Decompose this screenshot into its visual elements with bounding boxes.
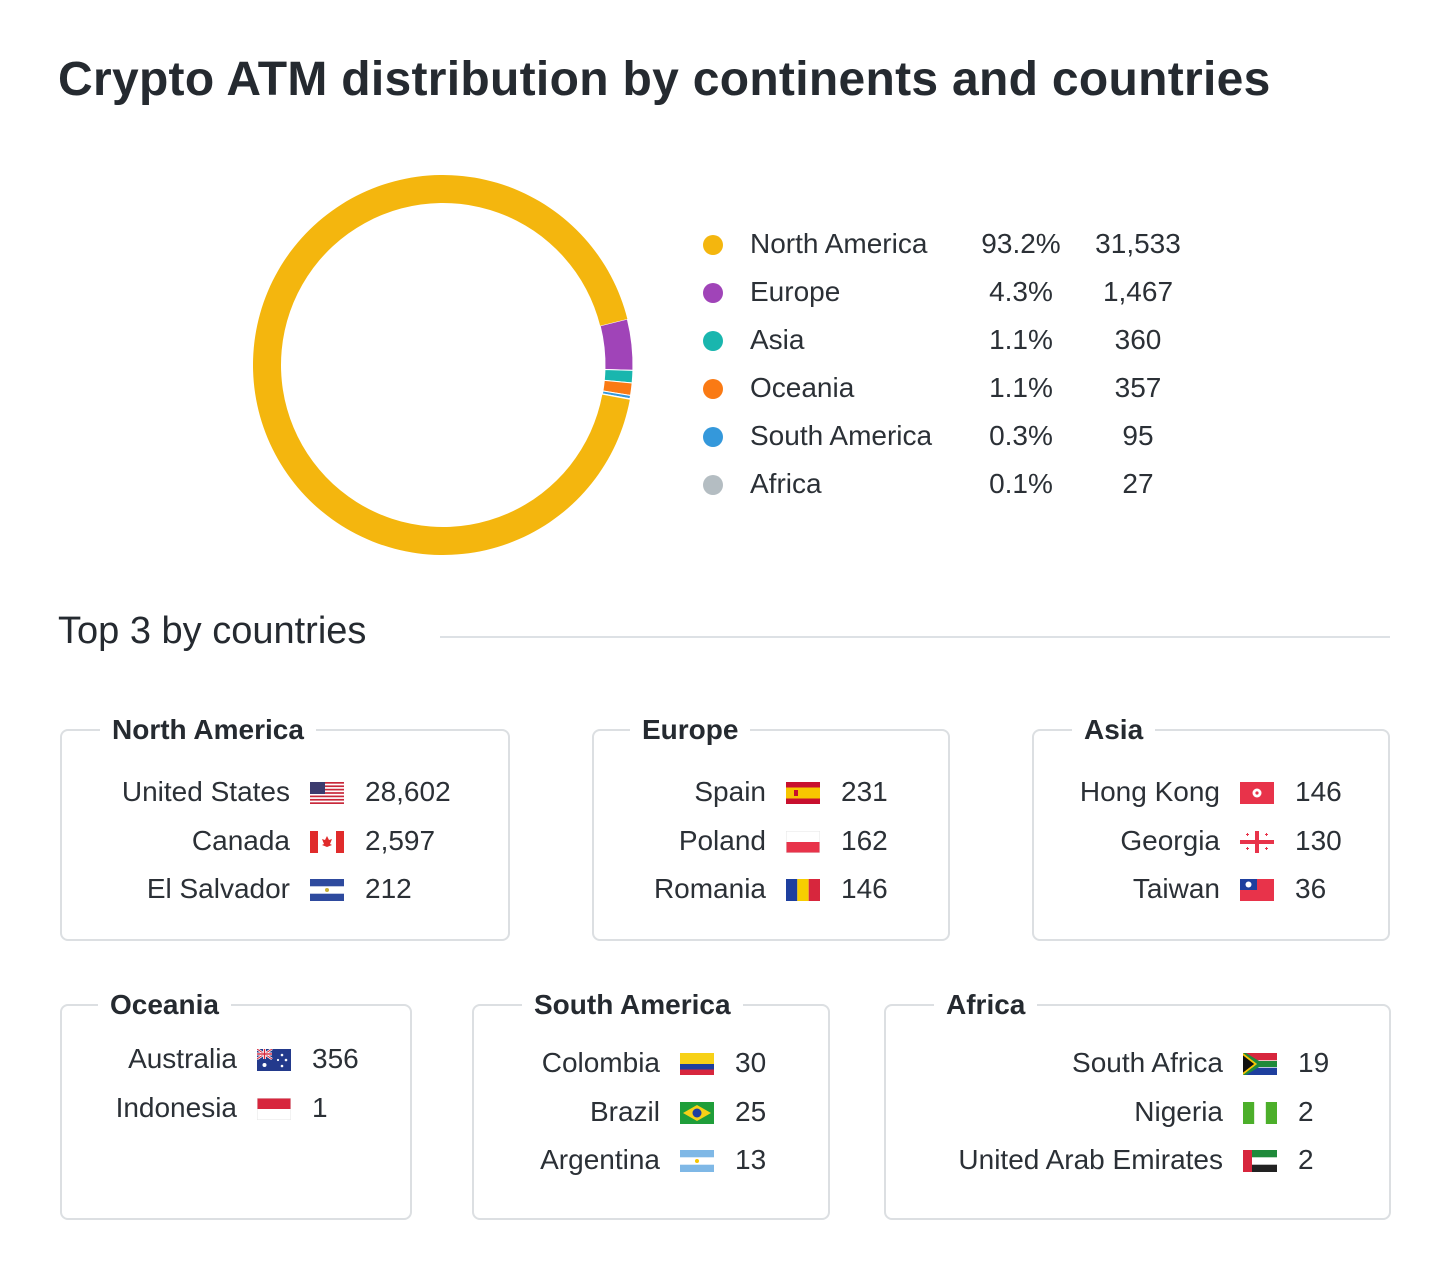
flag-ca-icon	[310, 830, 344, 853]
country-name: Colombia	[541, 1047, 660, 1078]
flag-hk-icon	[1240, 782, 1274, 804]
continent-box-title: Africa	[934, 988, 1038, 1022]
flag-co-icon	[680, 1053, 714, 1075]
legend-value: 1,467	[1102, 276, 1174, 307]
flag-ge-icon	[1240, 830, 1274, 853]
flag-id-icon	[257, 1097, 291, 1120]
flag-za-icon	[1243, 1053, 1277, 1075]
country-value: 212	[365, 873, 412, 904]
country-value: 2	[1298, 1144, 1314, 1175]
country-value: 28,602	[365, 776, 451, 807]
section-divider	[440, 636, 1390, 638]
legend-value: 27	[1122, 468, 1154, 499]
section-title: Top 3 by countries	[58, 610, 367, 652]
country-value: 36	[1295, 873, 1327, 904]
legend-value: 95	[1122, 420, 1154, 451]
legend-dot-icon	[703, 427, 723, 447]
legend-dot-icon	[703, 475, 723, 495]
continent-box-title: Oceania	[98, 988, 231, 1022]
country-name: United Arab Emirates	[958, 1144, 1223, 1175]
country-value: 2	[1298, 1095, 1314, 1127]
legend-percentage: 0.1%	[989, 468, 1053, 499]
continent-box-title: South America	[522, 988, 743, 1022]
country-name: Indonesia	[115, 1091, 237, 1123]
flag-ng-icon	[1243, 1101, 1277, 1124]
country-value: 2,597	[365, 824, 436, 856]
flag-es-icon	[786, 782, 820, 804]
country-value: 231	[841, 776, 888, 807]
flag-pl-icon	[786, 830, 820, 853]
country-value: 19	[1298, 1047, 1330, 1078]
legend-label: South America	[750, 420, 933, 451]
legend-dot-icon	[703, 235, 723, 255]
country-name: Nigeria	[1134, 1095, 1223, 1127]
legend-percentage: 1.1%	[989, 324, 1053, 355]
flag-us-icon	[310, 782, 344, 804]
legend-label: Europe	[750, 276, 841, 307]
country-name: United States	[121, 776, 290, 807]
continent-box-title: North America	[100, 713, 316, 747]
country-value: 30	[735, 1047, 767, 1078]
flag-tw-icon	[1240, 879, 1274, 901]
legend-value: 357	[1114, 372, 1162, 403]
country-name: Georgia	[1120, 824, 1220, 856]
donut-slice-africa[interactable]	[601, 393, 631, 401]
legend-label: North America	[750, 228, 928, 259]
flag-br-icon	[680, 1101, 714, 1124]
legend-dot-icon	[703, 283, 723, 303]
flag-au-icon	[257, 1049, 291, 1071]
flag-sv-icon	[310, 879, 344, 901]
legend-value: 31,533	[1095, 228, 1181, 259]
country-name: Spain	[694, 776, 766, 807]
flag-ro-icon	[786, 879, 820, 901]
legend-label: Asia	[750, 324, 805, 355]
legend-percentage: 0.3%	[989, 420, 1053, 451]
legend-dot-icon	[703, 331, 723, 351]
country-value: 356	[312, 1043, 359, 1074]
legend-percentage: 1.1%	[989, 372, 1053, 403]
legend-value: 360	[1114, 324, 1162, 355]
country-name: Hong Kong	[1079, 776, 1220, 807]
continent-box-north-america: North America	[60, 713, 510, 941]
chart-title: Crypto ATM distribution by continents an…	[58, 53, 1271, 106]
donut-slice-north-america[interactable]	[253, 174, 630, 555]
country-value: 25	[735, 1095, 767, 1127]
continent-box-asia: Asia	[1032, 713, 1390, 941]
country-name: Taiwan	[1132, 873, 1220, 904]
legend-label: Africa	[750, 468, 822, 499]
legend-percentage: 4.3%	[989, 276, 1053, 307]
country-value: 146	[841, 873, 888, 904]
country-value: 130	[1295, 824, 1342, 856]
donut-chart	[253, 174, 634, 555]
legend-label: Oceania	[750, 372, 855, 403]
country-value: 1	[312, 1091, 328, 1123]
country-name: El Salvador	[146, 873, 290, 904]
country-name: Australia	[128, 1043, 237, 1074]
legend-dot-icon	[703, 379, 723, 399]
country-name: Brazil	[589, 1095, 660, 1127]
country-value: 162	[841, 824, 888, 856]
continent-box-africa: Africa	[884, 988, 1391, 1220]
continent-box-oceania: Oceania	[60, 988, 412, 1220]
continent-box-south-america: South America	[472, 988, 830, 1220]
continent-box-title: Europe	[630, 713, 751, 747]
country-name: Romania	[653, 873, 766, 904]
country-name: Argentina	[540, 1144, 660, 1175]
country-name: Poland	[678, 824, 766, 856]
country-value: 13	[735, 1144, 767, 1175]
country-value: 146	[1295, 776, 1342, 807]
flag-ae-icon	[1243, 1150, 1277, 1172]
continent-box-title: Asia	[1072, 713, 1156, 747]
country-name: Canada	[191, 824, 290, 856]
donut-slice-europe[interactable]	[599, 318, 634, 371]
legend-percentage: 93.2%	[981, 228, 1061, 259]
country-name: South Africa	[1072, 1047, 1223, 1078]
flag-ar-icon	[680, 1150, 714, 1172]
continent-box-europe: Europe	[592, 713, 950, 941]
